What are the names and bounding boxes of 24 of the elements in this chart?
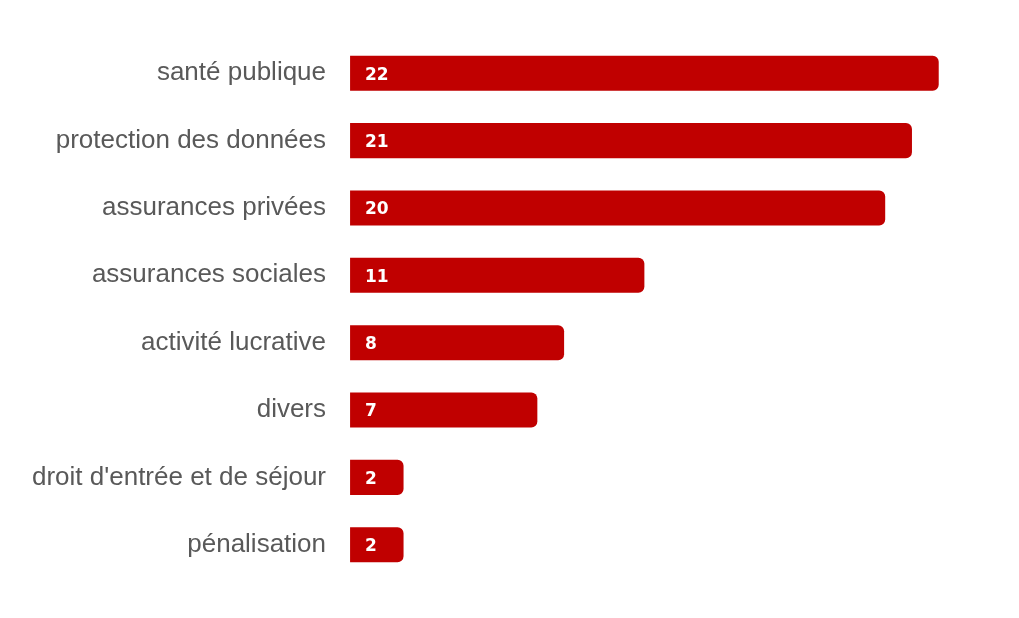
y-tick-label: santé publique <box>156 56 327 87</box>
bar <box>350 123 912 159</box>
bar <box>350 325 565 361</box>
y-tick-label: divers <box>256 393 327 424</box>
bar <box>350 55 939 91</box>
bar <box>350 257 645 293</box>
y-tick-label: activité lucrative <box>141 325 327 356</box>
data-label: 11 <box>365 265 389 286</box>
data-label: 21 <box>365 131 389 152</box>
data-label: 20 <box>365 198 389 219</box>
y-tick-label: assurances privées <box>102 191 327 222</box>
y-tick-label: assurances sociales <box>91 258 327 289</box>
data-label: 7 <box>365 400 377 421</box>
data-label: 2 <box>365 467 377 488</box>
bar <box>350 459 404 495</box>
y-tick-label: protection des données <box>55 123 327 154</box>
data-label: 8 <box>365 333 377 354</box>
bar <box>350 392 538 428</box>
y-tick-label: pénalisation <box>187 527 327 558</box>
data-label: 2 <box>365 535 377 556</box>
bar <box>350 190 886 226</box>
data-label: 22 <box>365 63 389 84</box>
bar <box>350 527 404 563</box>
y-tick-label: droit d'entrée et de séjour <box>31 460 327 491</box>
